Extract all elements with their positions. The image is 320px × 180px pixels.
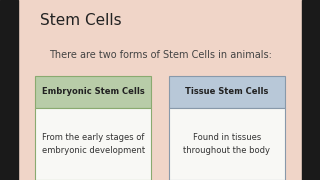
FancyBboxPatch shape xyxy=(35,76,151,108)
FancyBboxPatch shape xyxy=(169,76,285,108)
Text: Embryonic Stem Cells: Embryonic Stem Cells xyxy=(42,87,144,96)
Text: There are two forms of Stem Cells in animals:: There are two forms of Stem Cells in ani… xyxy=(49,50,271,60)
FancyBboxPatch shape xyxy=(35,108,151,180)
Text: From the early stages of
embryonic development: From the early stages of embryonic devel… xyxy=(42,133,145,155)
Text: Found in tissues
throughout the body: Found in tissues throughout the body xyxy=(183,133,270,155)
Text: Stem Cells: Stem Cells xyxy=(40,13,122,28)
Text: Tissue Stem Cells: Tissue Stem Cells xyxy=(185,87,268,96)
FancyBboxPatch shape xyxy=(169,108,285,180)
